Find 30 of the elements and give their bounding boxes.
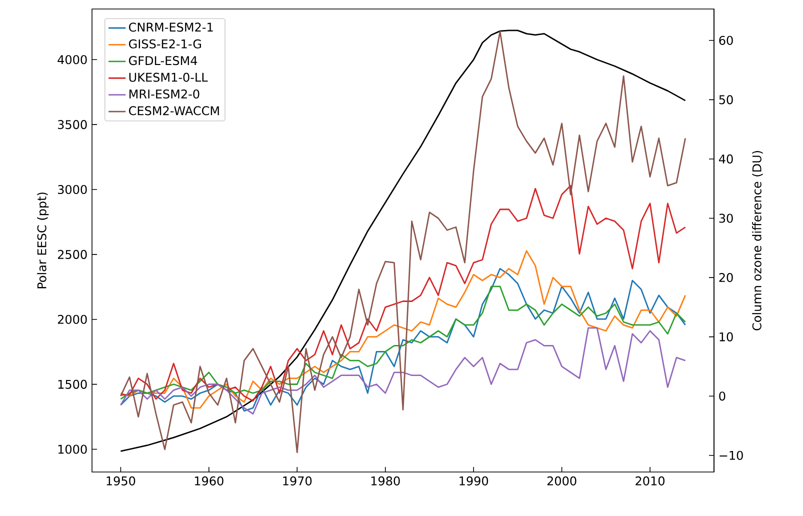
y-tick-label: 3000 <box>58 184 87 194</box>
y-tick-label: 2500 <box>58 250 87 259</box>
legend-label: GISS-E2-1-G <box>129 39 201 48</box>
x-tick-label: 2000 <box>547 476 576 486</box>
x-tick-label: 1950 <box>106 476 136 486</box>
y-tick-label: 2000 <box>58 314 87 324</box>
x-tick-label: 1980 <box>371 476 400 486</box>
y2-tick-label: 10 <box>720 332 733 342</box>
y-tick-label: 1000 <box>58 444 87 454</box>
y-axis-title: Polar EESC (ppt) <box>37 192 49 288</box>
y-tick-label: 4000 <box>58 55 87 64</box>
x-tick-label: 2010 <box>636 476 664 486</box>
x-tick-label: 1990 <box>460 476 488 486</box>
y2-tick-label: 50 <box>719 95 733 104</box>
y2-tick-label: 30 <box>719 214 733 223</box>
y2-tick-label: 20 <box>719 273 733 282</box>
y2-tick-label: 60 <box>719 36 733 45</box>
legend-label: GFDL-ESM4 <box>129 56 198 66</box>
legend-label: UKESM1-0-LL <box>129 72 208 82</box>
legend-label: MRI-ESM2-0 <box>130 89 200 99</box>
y2-axis-title: Column ozone difference (DU) <box>752 151 763 330</box>
y2-tick-label: 0 <box>719 392 726 401</box>
legend-label: CESM2-WACCM <box>129 106 219 116</box>
y2-tick-label: −10 <box>720 450 743 460</box>
y2-tick-label: 40 <box>718 154 733 164</box>
legend-label: CNRM-ESM2-1 <box>129 22 213 32</box>
y-tick-label: 3500 <box>58 120 87 130</box>
y-tick-label: 1500 <box>58 380 87 389</box>
x-tick-label: 1960 <box>194 476 224 486</box>
x-tick-label: 1970 <box>283 476 312 486</box>
